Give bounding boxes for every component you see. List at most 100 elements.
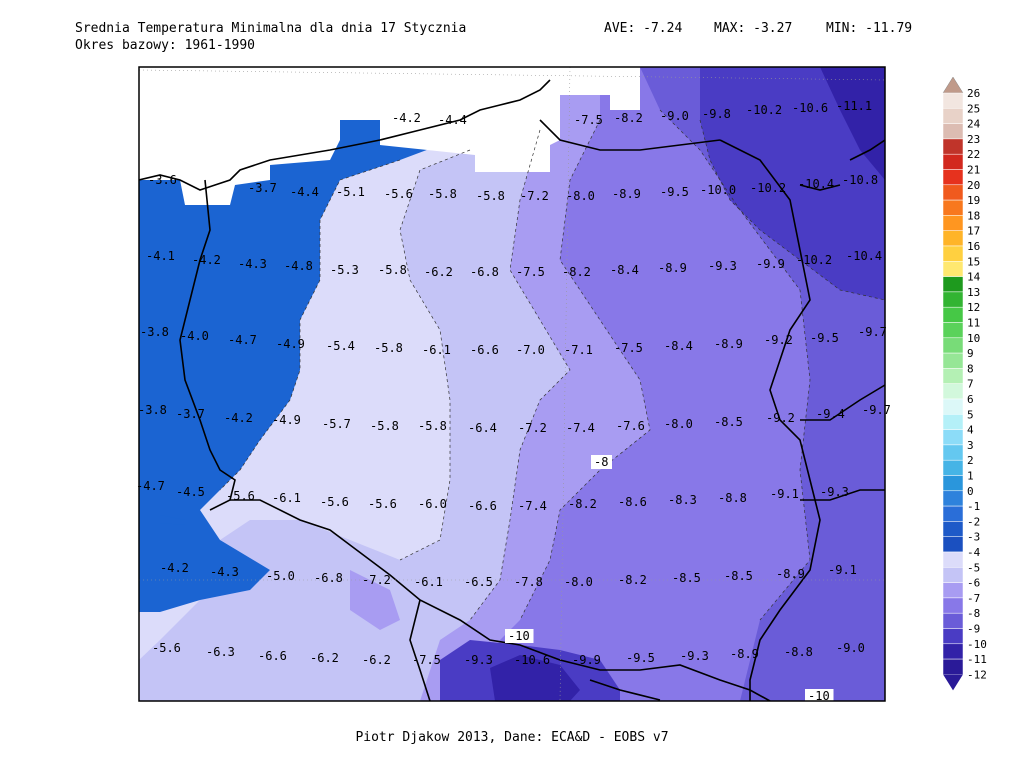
colorbar-swatch [942, 368, 964, 384]
value-label: -5.6 [226, 489, 255, 503]
value-label: -9.3 [464, 653, 493, 667]
value-label: -6.2 [424, 265, 453, 279]
colorbar-tick-label: 1 [967, 470, 974, 483]
value-label: -6.1 [414, 575, 443, 589]
colorbar-tick-label: -6 [967, 577, 980, 590]
contour-minus-7 [469, 129, 571, 621]
value-label: -5.6 [320, 495, 349, 509]
colorbar-swatch [942, 322, 964, 339]
colorbar-tick-label: 12 [967, 301, 980, 314]
border-czech-slovak [409, 599, 431, 701]
value-label: -9.0 [836, 641, 865, 655]
value-label: -7.5 [614, 341, 643, 355]
colorbar-swatch [942, 153, 964, 170]
value-label: -4.9 [276, 337, 305, 351]
value-label: -8.8 [718, 491, 747, 505]
colorbar-swatch [942, 383, 964, 400]
value-label: -6.5 [464, 575, 493, 589]
value-label: -6.6 [470, 343, 499, 357]
colorbar-swatch [942, 567, 964, 583]
value-label: -6.6 [258, 649, 287, 663]
value-label: -4.0 [180, 329, 209, 343]
map-subtitle: Okres bazowy: 1961-1990 [75, 38, 256, 53]
contour-label: -10 [508, 629, 530, 643]
value-label: -9.9 [756, 257, 785, 271]
colorbar-tick-label: -5 [967, 561, 980, 574]
colorbar-tick-label: 8 [967, 362, 974, 375]
zone-below-minus-11-ne [820, 67, 885, 180]
colorbar-tick-label: 24 [967, 118, 981, 131]
colorbar-tick-label: 18 [967, 209, 980, 222]
colorbar-swatch [942, 521, 964, 537]
value-label: -9.2 [766, 411, 795, 425]
colorbar-tick-label: -9 [967, 623, 980, 636]
contour-label-box [591, 455, 612, 469]
colorbar-tick-label: -12 [967, 668, 987, 681]
colorbar-swatch [942, 352, 964, 369]
colorbar-swatch [942, 108, 964, 124]
value-label: -5.7 [322, 417, 351, 431]
value-label: -10.6 [514, 653, 550, 667]
value-label: -6.8 [470, 265, 499, 279]
value-label: -9.3 [820, 485, 849, 499]
colorbar-swatch [942, 643, 964, 660]
colorbar-tick-label: 15 [967, 255, 980, 268]
value-label: -5.0 [266, 569, 295, 583]
colorbar-swatch [942, 398, 964, 415]
zone-minus-7-to-8-south [350, 570, 400, 630]
map-title: Srednia Temperatura Minimalna dla dnia 1… [75, 21, 467, 36]
colorbar-tick-label: 5 [967, 408, 974, 421]
colorbar-tick-label: 26 [967, 87, 980, 100]
colorbar-swatch [942, 475, 964, 492]
value-label: -6.1 [422, 343, 451, 357]
colorbar-swatch [942, 230, 964, 247]
value-label: -7.2 [518, 421, 547, 435]
value-label: -6.2 [310, 651, 339, 665]
colorbar-tick-label: 21 [967, 164, 980, 177]
colorbar-swatch [942, 490, 964, 507]
colorbar-tick-label: 19 [967, 194, 980, 207]
value-label: -4.7 [228, 333, 257, 347]
colorbar-tick-label: 4 [967, 424, 974, 437]
colorbar-tick-label: 10 [967, 332, 980, 345]
value-label: -3.7 [248, 181, 277, 195]
value-label: -5.8 [428, 187, 457, 201]
colorbar-swatch [942, 92, 964, 109]
colorbar-swatch [942, 184, 964, 201]
colorbar-swatch [942, 582, 964, 599]
contour-lines [219, 109, 885, 621]
colorbar-swatch [942, 612, 964, 629]
value-label: -6.1 [272, 491, 301, 505]
value-label: -8.2 [614, 111, 643, 125]
value-label: -8.9 [714, 337, 743, 351]
coastline [139, 79, 721, 191]
colorbar-swatch [942, 199, 964, 216]
value-label: -5.8 [374, 341, 403, 355]
value-label: -9.3 [680, 649, 709, 663]
value-label: -4.7 [136, 479, 165, 493]
colorbar-tick-label: 11 [967, 317, 980, 330]
border-southeast [800, 489, 885, 501]
colorbar-tick-label: 14 [967, 271, 981, 284]
colorbar-tick-label: -11 [967, 653, 987, 666]
contour-minus-10 [699, 119, 885, 301]
value-label: -10.8 [842, 173, 878, 187]
colorbar-swatch [942, 444, 964, 461]
contour-minus-5 [219, 159, 401, 491]
border-east [719, 139, 821, 701]
colorbar-tick-label: 20 [967, 179, 980, 192]
value-label: -6.2 [362, 653, 391, 667]
zone-below-minus-11-tatry [490, 655, 580, 701]
border-northeast [799, 139, 885, 191]
value-label: -4.8 [284, 259, 313, 273]
colorbar-swatch [942, 628, 964, 645]
value-label: -4.9 [272, 413, 301, 427]
value-label: -9.0 [660, 109, 689, 123]
value-label: -8.2 [562, 265, 591, 279]
colorbar-tick-label: 6 [967, 393, 974, 406]
contour-value-labels: -8 -10 -10 [505, 455, 834, 703]
value-label: -4.3 [238, 257, 267, 271]
colorbar-legend: 2625242322212019181716151413121110987654… [942, 76, 987, 691]
colorbar-swatch [942, 551, 964, 568]
value-label: -4.1 [146, 249, 175, 263]
